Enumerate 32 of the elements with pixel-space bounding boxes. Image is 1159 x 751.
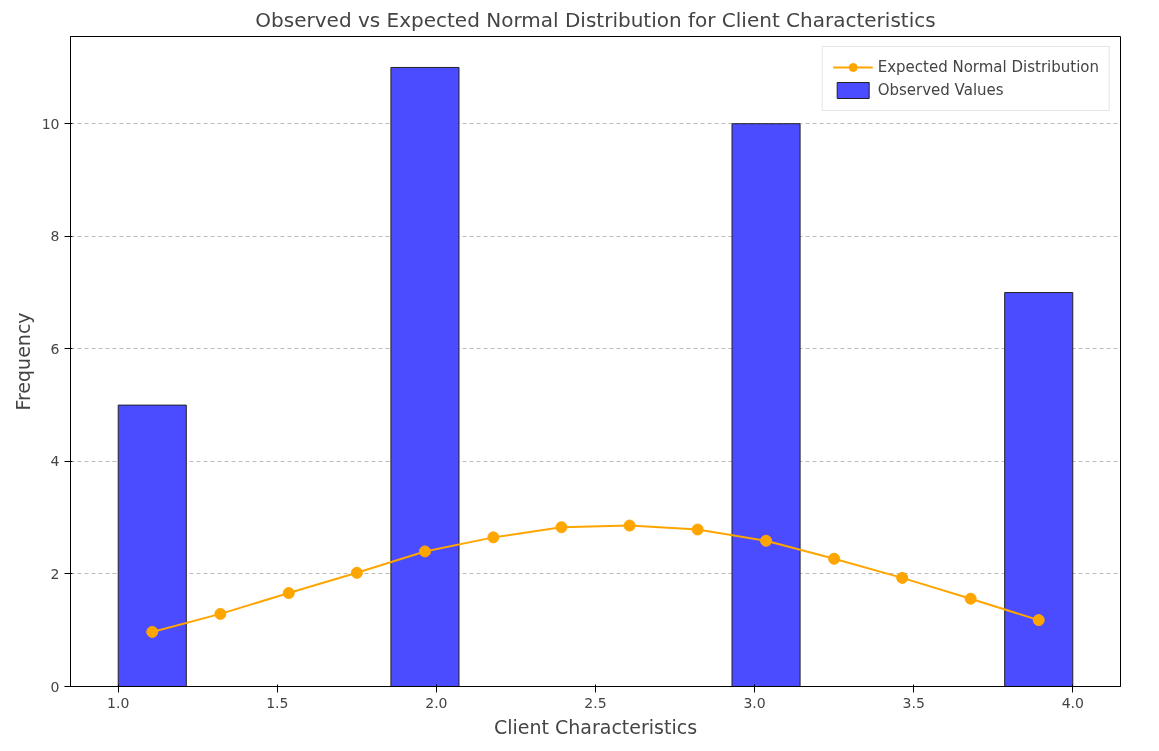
point [282,587,295,600]
point [691,523,704,536]
point [623,519,636,532]
x-tick-label: 4.0 [1061,694,1084,711]
x-tick-label: 3.5 [902,694,925,711]
point [418,545,431,558]
point [1032,614,1045,627]
x-tick-label: 1.5 [266,694,289,711]
chart-title: Observed vs Expected Normal Distribution for Client Characteristics [255,7,936,32]
point [964,592,977,605]
point [146,625,159,638]
y-tick-label: 0 [50,678,60,695]
y-tick-label: 2 [50,565,60,582]
point [896,571,909,584]
x-tick-label: 3.0 [743,694,766,711]
point [487,531,500,544]
y-tick-label: 6 [50,340,60,357]
legend-label: Expected Normal Distribution [877,58,1099,76]
y-tick-label: 10 [41,115,60,132]
point [760,534,773,547]
y-tick-label: 4 [50,453,60,470]
x-tick-label: 2.0 [425,694,448,711]
point [828,552,841,565]
point [214,607,227,620]
point [555,521,568,534]
point [350,566,363,579]
x-axis-title: Client Characteristics [493,715,698,738]
x-tick-label: 1.0 [107,694,130,711]
y-tick-label: 8 [50,228,60,245]
y-axis-title: Frequency [11,312,34,411]
x-tick-label: 2.5 [584,694,607,711]
legend-label: Observed Values [877,81,1004,99]
